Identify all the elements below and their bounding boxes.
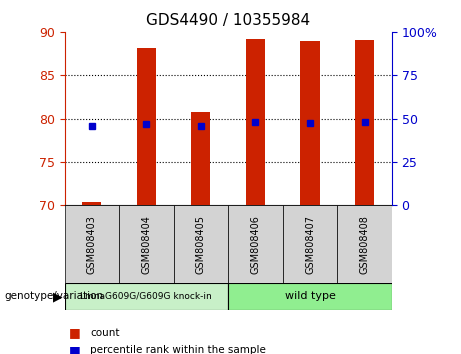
FancyBboxPatch shape	[337, 205, 392, 283]
Text: GSM808405: GSM808405	[196, 215, 206, 274]
FancyBboxPatch shape	[228, 283, 392, 310]
Text: wild type: wild type	[284, 291, 336, 302]
Text: ■: ■	[69, 326, 81, 339]
Title: GDS4490 / 10355984: GDS4490 / 10355984	[146, 13, 310, 28]
Text: genotype/variation: genotype/variation	[5, 291, 104, 302]
Text: ■: ■	[69, 344, 81, 354]
FancyBboxPatch shape	[174, 205, 228, 283]
Bar	[355, 40, 374, 205]
FancyBboxPatch shape	[119, 205, 174, 283]
Bar	[301, 40, 319, 205]
Text: GSM808403: GSM808403	[87, 215, 97, 274]
Text: LmnaG609G/G609G knock-in: LmnaG609G/G609G knock-in	[81, 292, 212, 301]
Text: ▶: ▶	[53, 290, 62, 303]
Text: GSM808404: GSM808404	[142, 215, 151, 274]
Text: GSM808407: GSM808407	[305, 215, 315, 274]
Bar	[191, 112, 211, 205]
FancyBboxPatch shape	[65, 283, 228, 310]
Bar	[82, 202, 101, 205]
FancyBboxPatch shape	[65, 205, 119, 283]
Text: GSM808406: GSM808406	[250, 215, 260, 274]
Bar	[246, 39, 265, 205]
FancyBboxPatch shape	[228, 205, 283, 283]
FancyBboxPatch shape	[283, 205, 337, 283]
Text: GSM808408: GSM808408	[360, 215, 370, 274]
Text: percentile rank within the sample: percentile rank within the sample	[90, 346, 266, 354]
Text: count: count	[90, 328, 119, 338]
Bar	[137, 48, 156, 205]
